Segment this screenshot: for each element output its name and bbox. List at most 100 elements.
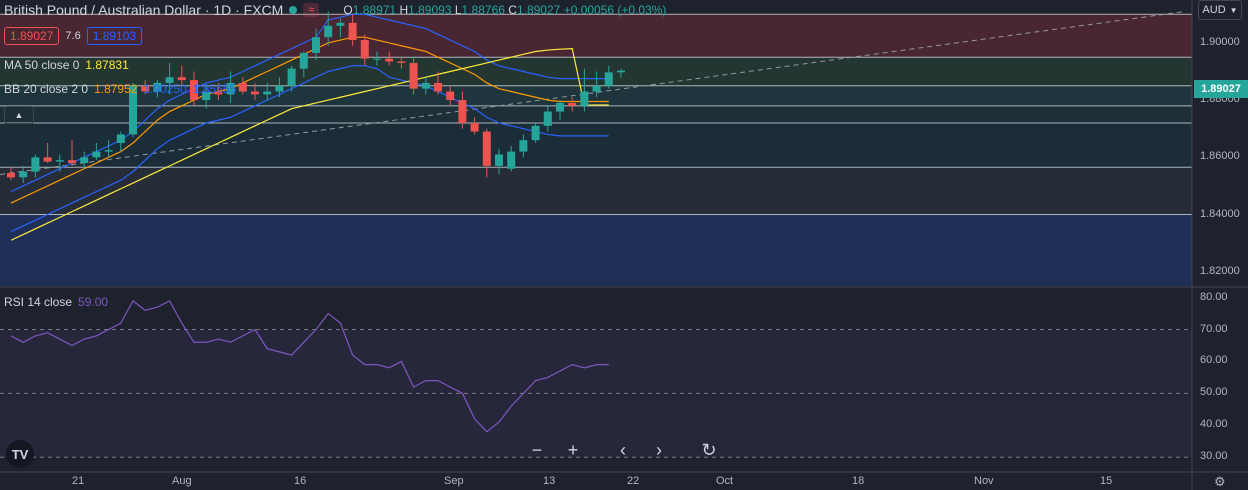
buy-button[interactable]: 1.89103 xyxy=(86,27,143,45)
fib-band xyxy=(0,85,1192,106)
candle-body xyxy=(531,125,540,141)
candle-body xyxy=(519,140,528,152)
plus-icon: + xyxy=(567,439,579,460)
candle-body xyxy=(92,151,101,158)
fib-band xyxy=(0,214,1192,286)
candle-body xyxy=(617,70,625,73)
rsi-tick-label: 60.00 xyxy=(1200,354,1228,367)
time-tick-label: 22 xyxy=(627,475,640,487)
fib-band xyxy=(0,14,1192,58)
zoom-in-button[interactable]: + xyxy=(558,436,588,464)
rsi-tick-label: 50.00 xyxy=(1200,386,1228,399)
settings-gear-icon[interactable]: ⚙ xyxy=(1214,474,1226,489)
candle-body xyxy=(55,160,64,162)
fib-band xyxy=(0,57,1192,86)
candle-body xyxy=(360,40,369,59)
zoom-out-button[interactable]: − xyxy=(522,436,552,464)
candle-body xyxy=(409,62,418,89)
currency-label: AUD xyxy=(1202,4,1226,16)
scroll-left-button[interactable]: ‹ xyxy=(608,436,638,464)
candle-body xyxy=(458,100,467,123)
rsi-line xyxy=(10,299,609,433)
time-tick-label: Nov xyxy=(974,475,994,487)
candle-body xyxy=(116,134,125,143)
candle-body xyxy=(348,22,357,41)
candle-body xyxy=(580,91,589,106)
ma50-line xyxy=(10,47,609,241)
fib-band xyxy=(0,167,1192,215)
candle-body xyxy=(214,91,223,95)
time-tick-label: Oct xyxy=(716,475,734,487)
candle-body xyxy=(19,171,28,178)
candle-body xyxy=(68,160,76,164)
market-open-icon xyxy=(289,6,298,14)
time-tick-label: 18 xyxy=(852,475,865,487)
candle-body xyxy=(324,25,333,38)
ma-legend[interactable]: MA 50 close 0 1.87831 xyxy=(4,58,129,72)
candle-body xyxy=(385,58,394,62)
candle-body xyxy=(556,102,564,112)
minus-icon: − xyxy=(531,439,543,460)
rsi-tick-label: 70.00 xyxy=(1200,322,1228,335)
tradingview-logo[interactable]: TV xyxy=(6,440,34,468)
symbol-title: British Pound / Australian Dollar · 1D ·… xyxy=(4,2,284,18)
bb-legend[interactable]: BB 20 close 2 0 1.87952 1.90250 1.85655 xyxy=(4,82,236,96)
time-tick-label: Aug xyxy=(172,475,192,487)
reset-icon: ↻ xyxy=(701,439,717,460)
time-tick-label: 15 xyxy=(1100,475,1113,487)
ma-label: MA 50 close 0 xyxy=(4,58,80,72)
candle-body xyxy=(190,80,198,101)
rsi-value: 59.00 xyxy=(78,295,109,309)
reset-chart-button[interactable]: ↻ xyxy=(694,436,724,464)
candle-body xyxy=(434,82,442,92)
spread-value: 7.6 xyxy=(65,30,81,42)
bb-lower-value: 1.85655 xyxy=(192,82,237,96)
candle-body xyxy=(80,157,89,164)
scroll-right-button[interactable]: › xyxy=(644,436,674,464)
symbol-legend[interactable]: British Pound / Australian Dollar · 1D ·… xyxy=(4,2,666,18)
candle-body xyxy=(507,151,516,169)
candle-body xyxy=(141,85,150,92)
candle-body xyxy=(287,68,296,86)
candle-body xyxy=(153,82,162,92)
collapse-legend-button[interactable]: ▲ xyxy=(4,106,34,124)
bb-basis-value: 1.87952 xyxy=(94,82,138,96)
candle-body xyxy=(165,77,174,83)
rsi-legend[interactable]: RSI 14 close 59.00 xyxy=(4,295,108,309)
candle-body xyxy=(482,131,491,166)
rsi-tick-label: 40.00 xyxy=(1200,418,1228,431)
ohlc-values: O1.88971 H1.89093 L1.88766 C1.89027 +0.0… xyxy=(343,3,667,17)
bb-basis-line xyxy=(10,36,609,204)
candle-body xyxy=(202,91,211,101)
price-tick-label: 1.90000 xyxy=(1200,35,1240,48)
candle-body xyxy=(397,61,406,63)
wave-icon: ≈ xyxy=(303,3,320,17)
sell-button[interactable]: 1.89027 xyxy=(4,27,60,45)
chevron-up-icon: ▲ xyxy=(14,110,24,120)
time-tick-label: Sep xyxy=(444,475,464,487)
bb-label: BB 20 close 2 0 xyxy=(4,82,89,96)
price-tick-label: 1.84000 xyxy=(1200,207,1240,220)
candle-body xyxy=(43,157,52,162)
price-tick-label: 1.82000 xyxy=(1200,264,1240,277)
candle-body xyxy=(104,150,113,152)
candle-body xyxy=(251,91,259,95)
candle-body xyxy=(373,58,381,60)
currency-selector[interactable]: AUD ▼ xyxy=(1198,0,1242,20)
candle-body xyxy=(275,85,284,92)
trade-panel: 1.89027 7.6 1.89103 xyxy=(4,27,143,45)
last-price-label: 1.89027 xyxy=(1194,80,1248,98)
bb-upper-line xyxy=(10,13,609,193)
candle-body xyxy=(238,82,247,92)
candle-body xyxy=(495,154,503,166)
candle-body xyxy=(312,37,320,53)
candle-body xyxy=(568,102,577,106)
candle-body xyxy=(543,111,552,126)
chevron-down-icon: ▼ xyxy=(1229,5,1238,15)
candle-body xyxy=(177,77,186,81)
rsi-label: RSI 14 close xyxy=(4,295,73,309)
candle-body xyxy=(446,91,455,101)
time-tick-label: 13 xyxy=(543,475,556,487)
